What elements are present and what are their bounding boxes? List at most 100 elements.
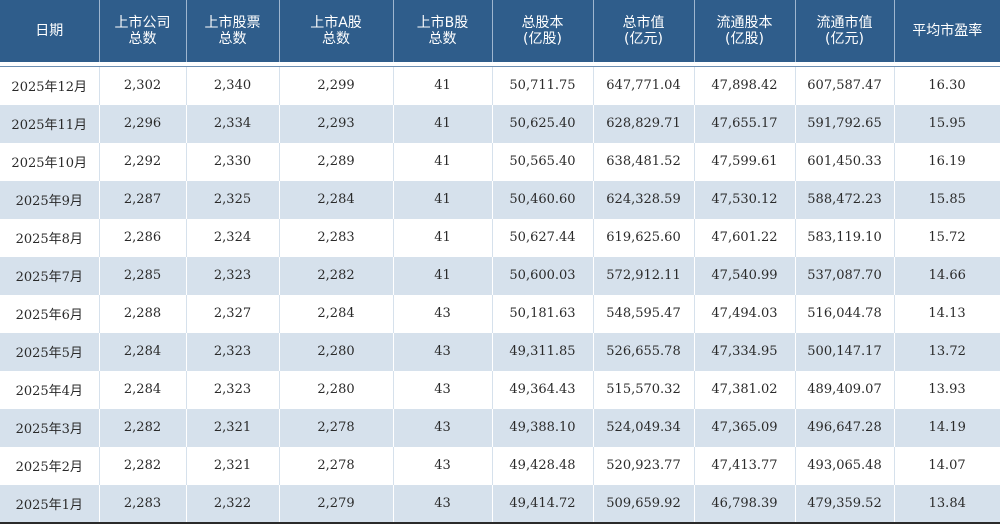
cell-total-market-value: 509,659.92 bbox=[593, 484, 695, 524]
cell-listed-stocks: 2,321 bbox=[186, 408, 280, 447]
cell-listed-companies: 2,284 bbox=[99, 370, 187, 409]
cell-date: 2025年6月 bbox=[0, 294, 100, 333]
cell-listed-stocks: 2,323 bbox=[186, 256, 280, 295]
cell-b-shares: 41 bbox=[393, 256, 493, 295]
cell-listed-companies: 2,283 bbox=[99, 484, 187, 524]
cell-average-pe: 15.85 bbox=[928, 192, 966, 207]
cell-date: 2025年5月 bbox=[0, 332, 100, 371]
cell-listed-stocks: 2,325 bbox=[186, 180, 280, 219]
cell-float-share-capital: 47,599.61 bbox=[694, 142, 796, 181]
cell-b-shares: 43 bbox=[393, 446, 493, 485]
cell-float-market-value: 489,409.07 bbox=[795, 370, 895, 409]
cell-total-share-capital: 50,181.63 bbox=[492, 294, 594, 333]
cell-average-pe: 13.84 bbox=[894, 484, 1000, 524]
header-float-market-value: 流通市值 (亿元) bbox=[795, 0, 895, 62]
cell-total-share-capital: 50,627.44 bbox=[492, 218, 594, 257]
table-row: 2025年3月 2,282 2,321 2,278 43 49,388.10 524,049… bbox=[0, 408, 1000, 447]
cell-date: 2025年1月 bbox=[0, 484, 100, 524]
cell-float-share-capital: 47,365.09 bbox=[694, 408, 796, 447]
cell-average-pe: 14.66 bbox=[928, 268, 966, 283]
cell-b-shares: 43 bbox=[393, 484, 493, 524]
cell-b-shares: 43 bbox=[393, 370, 493, 409]
table-row: 2025年12月 2,302 2,340 2,299 41 50,711.75 647,77… bbox=[0, 66, 1000, 105]
cell-listed-stocks: 2,327 bbox=[186, 294, 280, 333]
cell-total-market-value: 572,912.11 bbox=[593, 256, 695, 295]
table-row: 2025年11月 2,296 2,334 2,293 41 50,625.40 628,82… bbox=[0, 104, 1000, 143]
cell-average-pe: 16.19 bbox=[894, 142, 1000, 181]
table-row: 2025年9月 2,287 2,325 2,284 41 50,460.60 624,328… bbox=[0, 180, 1000, 219]
cell-date: 2025年10月 bbox=[0, 142, 100, 181]
cell-a-shares: 2,280 bbox=[279, 332, 394, 371]
cell-total-market-value: 548,595.47 bbox=[593, 294, 695, 333]
table-row: 2025年6月 2,288 2,327 2,284 43 50,181.63 548,595… bbox=[0, 294, 1000, 333]
cell-total-share-capital: 50,625.40 bbox=[492, 104, 594, 143]
cell-float-market-value: 516,044.78 bbox=[795, 294, 895, 333]
cell-float-share-capital: 47,334.95 bbox=[694, 332, 796, 371]
cell-total-share-capital: 50,460.60 bbox=[492, 180, 594, 219]
cell-listed-stocks: 2,323 bbox=[186, 332, 280, 371]
table-row: 2025年8月 2,286 2,324 2,283 41 50,627.44 619,625… bbox=[0, 218, 1000, 257]
cell-a-shares: 2,283 bbox=[279, 218, 394, 257]
header-total-share-capital: 总股本 (亿股) bbox=[492, 0, 594, 62]
cell-a-shares: 2,279 bbox=[279, 484, 394, 524]
cell-total-market-value: 526,655.78 bbox=[593, 332, 695, 371]
cell-float-market-value: 496,647.28 bbox=[795, 408, 895, 447]
table-header: 日期 上市公司 总数 上市股票 总数 上市A股 总数 上市B股 总数 总股本 (… bbox=[0, 0, 1000, 62]
cell-listed-stocks: 2,334 bbox=[186, 104, 280, 143]
cell-float-market-value: 537,087.70 bbox=[795, 256, 895, 295]
table-row: 2025年7月 2,285 2,323 2,282 41 50,600.03 572,912… bbox=[0, 256, 1000, 295]
cell-average-pe: 15.95 bbox=[928, 116, 966, 131]
cell-b-shares: 41 bbox=[393, 180, 493, 219]
cell-b-shares: 43 bbox=[393, 332, 493, 371]
table-row: 2025年5月 2,284 2,323 2,280 43 49,311.85 526,655… bbox=[0, 332, 1000, 371]
cell-float-market-value: 479,359.52 bbox=[795, 484, 895, 524]
header-float-share-capital: 流通股本 (亿股) bbox=[694, 0, 796, 62]
cell-total-market-value: 520,923.77 bbox=[593, 446, 695, 485]
cell-average-pe: 14.19 bbox=[928, 420, 966, 435]
cell-total-market-value: 515,570.32 bbox=[593, 370, 695, 409]
cell-total-share-capital: 49,388.10 bbox=[492, 408, 594, 447]
cell-b-shares: 43 bbox=[393, 408, 493, 447]
cell-float-share-capital: 47,898.42 bbox=[694, 66, 796, 105]
cell-a-shares: 2,289 bbox=[279, 142, 394, 181]
cell-listed-stocks: 2,330 bbox=[186, 142, 280, 181]
cell-listed-stocks: 2,321 bbox=[186, 446, 280, 485]
cell-date: 2025年7月 bbox=[0, 256, 100, 295]
cell-date: 2025年2月 bbox=[0, 446, 100, 485]
cell-b-shares: 41 bbox=[393, 218, 493, 257]
cell-a-shares: 2,278 bbox=[279, 408, 394, 447]
header-listed-companies: 上市公司 总数 bbox=[99, 0, 187, 62]
header-a-shares: 上市A股 总数 bbox=[279, 0, 394, 62]
cell-a-shares: 2,282 bbox=[279, 256, 394, 295]
cell-a-shares: 2,293 bbox=[279, 104, 394, 143]
cell-listed-stocks: 2,322 bbox=[186, 484, 280, 524]
header-listed-stocks: 上市股票 总数 bbox=[186, 0, 280, 62]
cell-listed-companies: 2,282 bbox=[99, 446, 187, 485]
table-body: 2025年12月 2,302 2,340 2,299 41 50,711.75 647,77… bbox=[0, 66, 1000, 524]
cell-listed-companies: 2,285 bbox=[99, 256, 187, 295]
cell-listed-stocks: 2,324 bbox=[186, 218, 280, 257]
cell-a-shares: 2,278 bbox=[279, 446, 394, 485]
cell-float-share-capital: 47,494.03 bbox=[694, 294, 796, 333]
cell-total-share-capital: 49,414.72 bbox=[492, 484, 594, 524]
cell-float-market-value: 601,450.33 bbox=[795, 142, 895, 181]
cell-listed-companies: 2,302 bbox=[99, 66, 187, 105]
cell-average-pe: 14.13 bbox=[894, 294, 1000, 333]
table-row: 2025年2月 2,282 2,321 2,278 43 49,428.48 520,923… bbox=[0, 446, 1000, 485]
header-total-market-value: 总市值 (亿元) bbox=[593, 0, 695, 62]
cell-float-share-capital: 46,798.39 bbox=[694, 484, 796, 524]
cell-total-market-value: 628,829.71 bbox=[593, 104, 695, 143]
cell-total-market-value: 524,049.34 bbox=[593, 408, 695, 447]
cell-float-market-value: 500,147.17 bbox=[795, 332, 895, 371]
cell-float-market-value: 591,792.65 bbox=[795, 104, 895, 143]
cell-b-shares: 43 bbox=[393, 294, 493, 333]
cell-listed-companies: 2,288 bbox=[99, 294, 187, 333]
header-b-shares: 上市B股 总数 bbox=[393, 0, 493, 62]
cell-listed-companies: 2,292 bbox=[99, 142, 187, 181]
cell-total-share-capital: 50,711.75 bbox=[492, 66, 594, 105]
cell-float-share-capital: 47,540.99 bbox=[694, 256, 796, 295]
cell-float-share-capital: 47,601.22 bbox=[694, 218, 796, 257]
cell-a-shares: 2,280 bbox=[279, 370, 394, 409]
cell-b-shares: 41 bbox=[393, 142, 493, 181]
